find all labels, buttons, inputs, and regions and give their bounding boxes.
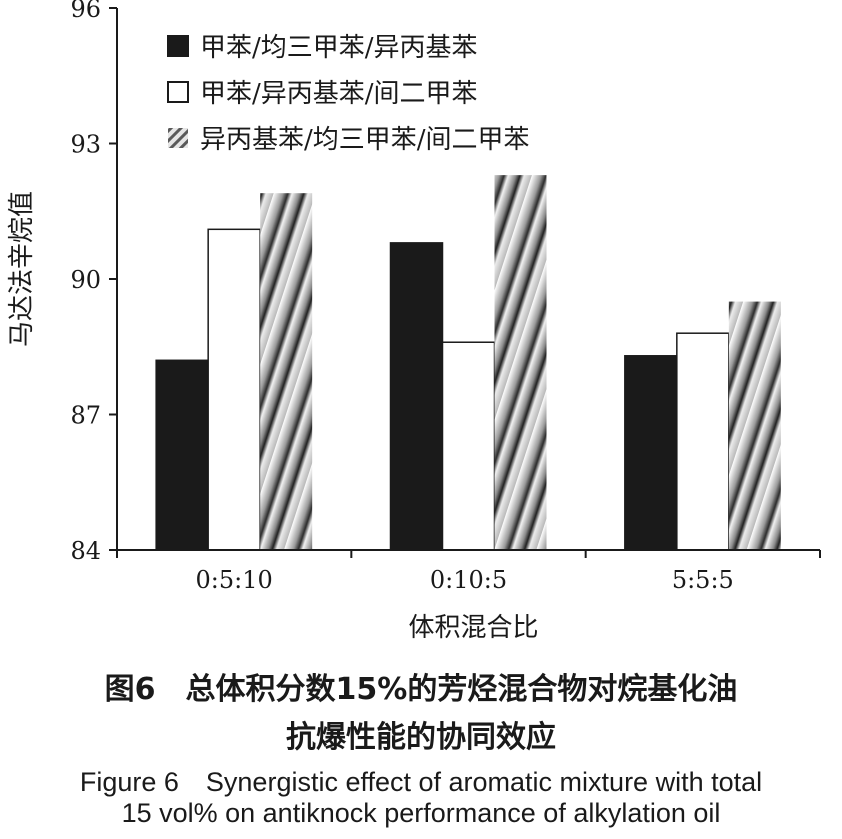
y-tick-label: 84 — [70, 537, 101, 565]
bar-series-1-0-10-5 — [389, 242, 444, 551]
caption-english-line-2: 15 vol% on antiknock performance of alky… — [121, 798, 721, 828]
legend-label-series-2: 甲苯/异丙基苯/间二甲苯 — [200, 79, 478, 109]
legend-label-series-1: 甲苯/均三甲苯/异丙基苯 — [200, 33, 478, 63]
legend-swatch-series-1 — [167, 35, 189, 57]
plot-area: 0:5:10 0:10:5 5:5:5 84 87 90 93 96 体积混合比 马达法辛烷值 — [7, 0, 821, 643]
x-tick-label: 5:5:5 — [672, 566, 734, 594]
bar-series-2-5-5-5 — [676, 332, 730, 551]
legend-swatch-series-2 — [167, 81, 189, 103]
legend-swatch-series-3 — [168, 128, 188, 148]
bar-series-3-0-10-5 — [494, 175, 547, 550]
y-tick-label: 93 — [70, 131, 101, 159]
legend-label-series-3: 异丙基苯/均三甲苯/间二甲苯 — [200, 125, 530, 155]
bar-chart: 0:5:10 0:10:5 5:5:5 84 87 90 93 96 体积混合比 马达法辛烷值 甲… — [7, 0, 821, 643]
x-tick-label: 0:5:10 — [196, 566, 273, 594]
x-axis-title: 体积混合比 — [408, 613, 538, 643]
bar-series-1-0-5-10 — [155, 359, 209, 551]
y-tick-label: 96 — [70, 0, 101, 23]
caption-chinese-line-2: 抗爆性能的协同效应 — [286, 720, 556, 755]
caption-chinese-line-1: 图6 总体积分数15%的芳烃混合物对烷基化油 — [104, 672, 738, 707]
caption-english-line-1: Figure 6 Synergistic effect of aromatic … — [79, 767, 763, 797]
bar-series-2-0-10-5 — [441, 341, 496, 551]
y-tick-label: 90 — [70, 266, 101, 294]
y-axis-title: 马达法辛烷值 — [7, 191, 37, 347]
bar-series-1-5-5-5 — [624, 355, 678, 551]
bar-series-3-0-5-10 — [260, 193, 313, 550]
bar-series-3-5-5-5 — [728, 301, 781, 550]
bar-series-2-0-5-10 — [207, 228, 261, 551]
x-tick-label: 0:10:5 — [430, 566, 507, 594]
y-tick-label: 87 — [70, 402, 101, 430]
